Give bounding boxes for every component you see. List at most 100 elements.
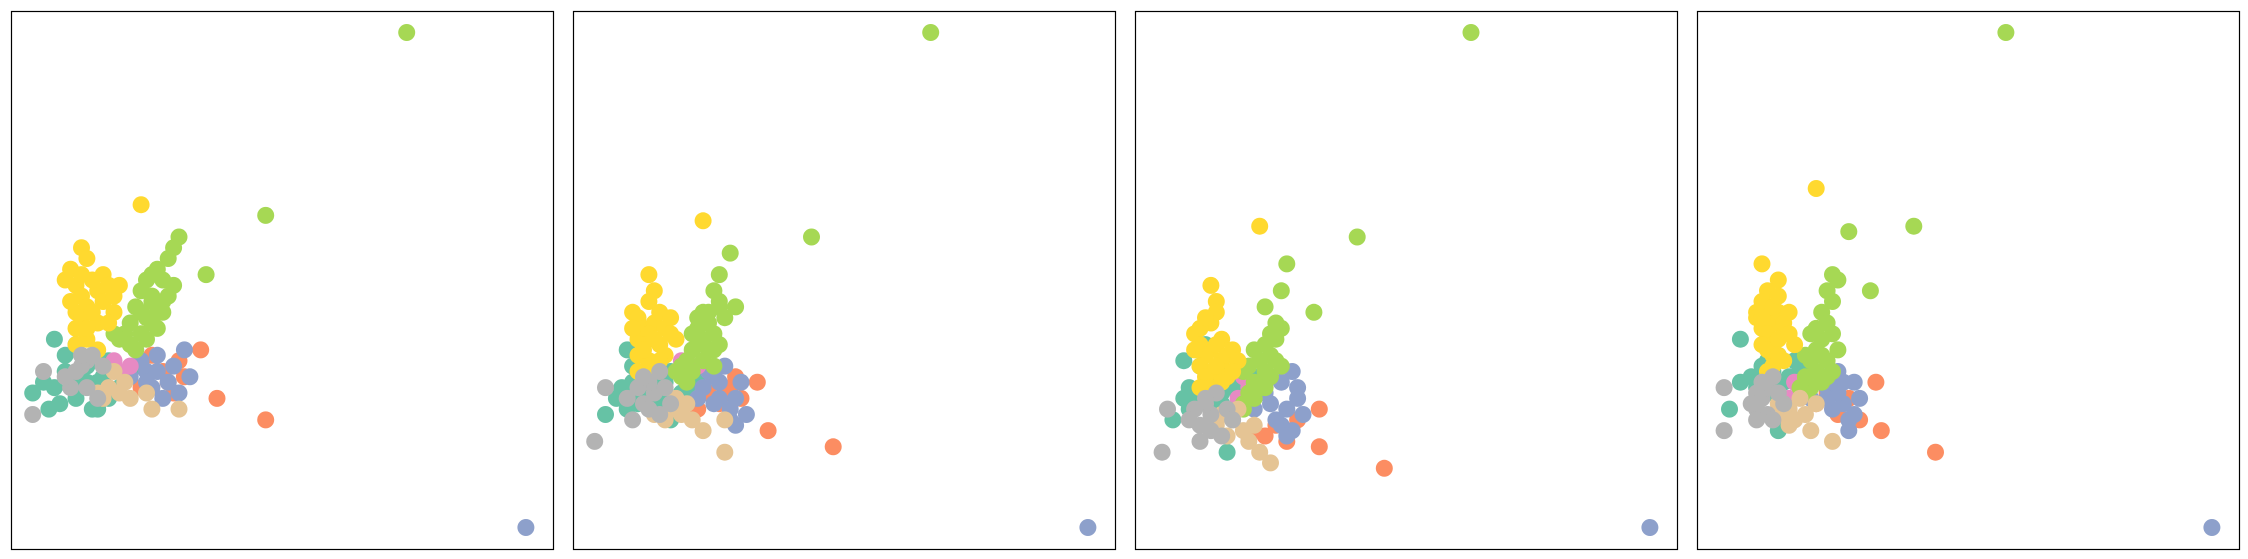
scatter-point	[1775, 395, 1793, 413]
scatter-point	[1289, 379, 1307, 397]
scatter-point	[73, 346, 90, 364]
scatter-point	[1796, 368, 1814, 386]
scatter-panel-1	[10, 10, 555, 551]
scatter-point	[597, 406, 614, 423]
scatter-point	[651, 406, 669, 423]
scatter-point	[716, 411, 734, 429]
scatter-point	[143, 293, 161, 310]
scatter-point	[748, 373, 766, 391]
scatter-point	[73, 266, 90, 284]
scatter-point	[78, 319, 96, 337]
scatter-point	[398, 24, 416, 41]
scatter-point	[1796, 406, 1814, 423]
scatter-point	[1251, 217, 1269, 235]
scatter-point	[1753, 373, 1771, 391]
series-6	[624, 212, 712, 380]
scatter-point	[1256, 379, 1274, 397]
scatter-point	[1240, 432, 1258, 450]
scatter-point	[656, 379, 674, 397]
scatter-point	[51, 395, 69, 413]
scatter-point	[710, 373, 728, 391]
scatter-point	[1256, 298, 1274, 316]
scatter-point	[683, 411, 701, 429]
scatter-point	[45, 330, 63, 348]
scatter-point	[1153, 443, 1171, 461]
scatter-point	[100, 314, 118, 332]
scatter-point	[716, 443, 734, 461]
scatter-point	[1867, 373, 1885, 391]
scatter-point	[62, 293, 80, 310]
scatter-point	[121, 389, 139, 407]
scatter-point	[89, 389, 107, 407]
scatter-point	[138, 330, 155, 348]
series-8	[1715, 368, 1793, 440]
scatter-point	[1818, 368, 1836, 386]
scatter-point	[1251, 443, 1269, 461]
scatter-point	[1802, 422, 1820, 440]
scatter-point	[1791, 389, 1809, 407]
scatter-point	[586, 432, 604, 450]
scatter-point	[1715, 422, 1733, 440]
scatter-point	[1202, 276, 1220, 294]
scatter-point	[1272, 357, 1290, 375]
scatter-point	[148, 363, 166, 380]
scatter-point	[1753, 309, 1771, 327]
scatter-point	[1872, 422, 1890, 440]
scatter-point	[662, 325, 680, 343]
scatter-point	[1191, 432, 1209, 450]
scatter-point	[1197, 389, 1214, 407]
scatter-point	[257, 206, 275, 224]
scatter-point	[1262, 454, 1279, 472]
scatter-point	[1186, 341, 1204, 359]
series-5	[667, 24, 940, 391]
scatter-point	[2203, 519, 2221, 536]
scatter-point	[662, 395, 680, 413]
scatter-point	[1780, 303, 1798, 321]
series-6	[56, 196, 150, 359]
scatter-point	[721, 244, 739, 262]
scatter-point	[192, 341, 210, 359]
scatter-point	[159, 250, 177, 267]
scatter-point	[1641, 519, 1659, 536]
scatter-point	[1267, 411, 1285, 429]
scatter-point	[1780, 416, 1798, 434]
scatter-point	[24, 406, 42, 423]
scatter-point	[1245, 389, 1263, 407]
scatter-point	[78, 250, 96, 267]
scatter-point	[1175, 352, 1193, 370]
scatter-point	[143, 400, 161, 418]
scatter-point	[1748, 411, 1766, 429]
scatter-point	[689, 336, 707, 354]
series-6	[1186, 217, 1269, 397]
scatter-point	[1807, 395, 1825, 413]
scatter-point	[672, 368, 690, 386]
scatter-point	[165, 357, 183, 375]
scatter-point	[1824, 293, 1841, 310]
scatter-point	[1224, 363, 1242, 380]
scatter-point	[1180, 411, 1198, 429]
scatter-point	[1824, 432, 1841, 450]
scatter-point	[1348, 228, 1366, 246]
scatter-point	[662, 309, 680, 327]
scatter-point	[257, 411, 275, 429]
scatter-point	[517, 519, 535, 536]
scatter-point	[635, 341, 652, 359]
scatter-point	[624, 411, 642, 429]
scatter-point	[705, 357, 723, 375]
scatter-point	[922, 24, 940, 41]
series-8	[586, 363, 680, 450]
scatter-point	[110, 276, 128, 294]
scatter-point	[1175, 389, 1193, 407]
scatter-point	[1256, 427, 1274, 445]
series-6	[1748, 180, 1825, 380]
scatter-point	[1305, 303, 1323, 321]
scatter-point	[1462, 24, 1480, 41]
scatter-point	[803, 228, 820, 246]
scatter-point	[1245, 416, 1263, 434]
scatter-point	[1840, 422, 1858, 440]
scatter-point	[1278, 427, 1296, 445]
scatter-point	[1905, 217, 1923, 235]
scatter-point	[1278, 255, 1296, 273]
